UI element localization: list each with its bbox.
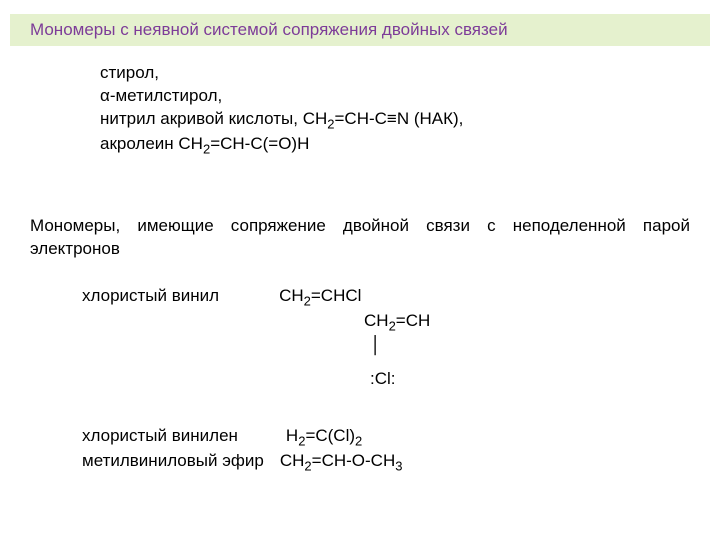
line-methyl-vinyl-ether: метилвиниловый эфирСН2=СН-О-СН3 [82, 450, 402, 475]
monomers-list-1: стирол, α-метилстирол, нитрил акривой ки… [100, 62, 463, 158]
line-methylstyrene: α-метилстирол, [100, 85, 463, 108]
monomers-list-3: хлористый виниленН2=С(Сl)2 метилвиниловы… [82, 425, 402, 475]
line-acrolein: акролеин СН2=СН-С(=О)Н [100, 133, 463, 158]
monomers-list-2: хлористый винилСН2=СНСl СН2=СН │ :Сl: [82, 285, 430, 391]
section-title-2: Мономеры, имеющие сопряжение двойной свя… [30, 215, 690, 261]
line-vinyl-chloride: хлористый винилСН2=СНСl [82, 285, 430, 310]
line-cl: :Сl: [82, 368, 430, 391]
line-vinylidene-chloride: хлористый виниленН2=С(Сl)2 [82, 425, 402, 450]
header-bar: Мономеры с неявной системой сопряжения д… [10, 14, 710, 46]
line-styrene: стирол, [100, 62, 463, 85]
line-vertical-bar: │ [82, 335, 430, 358]
line-formula-ch2ch: СН2=СН [82, 310, 430, 335]
header-title: Мономеры с неявной системой сопряжения д… [30, 20, 508, 39]
line-nitrile: нитрил акривой кислоты, СН2=СН-С≡N (НАК)… [100, 108, 463, 133]
